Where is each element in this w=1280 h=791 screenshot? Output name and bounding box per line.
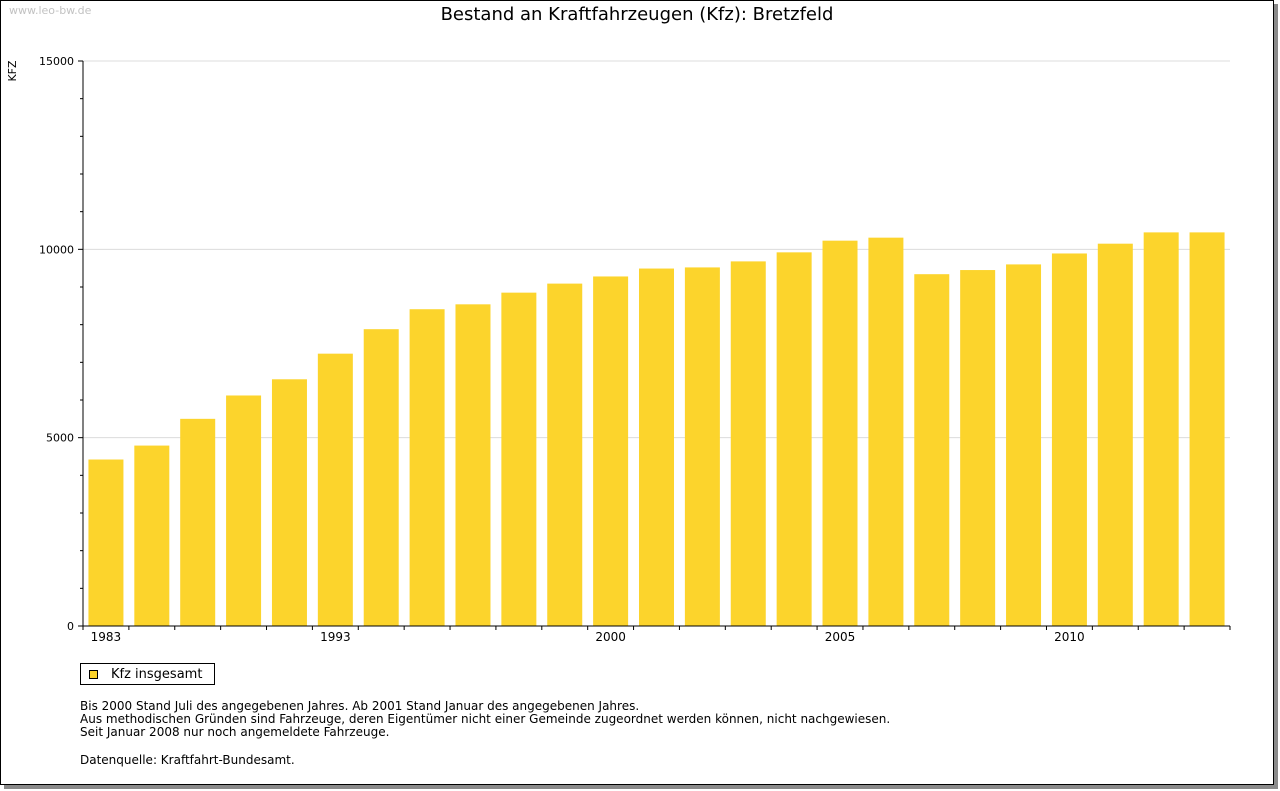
- bar: [593, 276, 629, 626]
- bar: [317, 353, 353, 626]
- legend-label: Kfz insgesamt: [111, 667, 203, 682]
- x-tick-label: 1983: [91, 630, 122, 644]
- x-tick-label: 1993: [320, 630, 351, 644]
- bar: [1051, 253, 1087, 626]
- bar: [776, 252, 812, 626]
- bar: [684, 267, 720, 626]
- bar: [134, 445, 170, 626]
- y-axis-label: KFZ: [6, 60, 19, 82]
- footnote-line: Bis 2000 Stand Juli des angegebenen Jahr…: [80, 699, 640, 713]
- bar: [960, 270, 996, 626]
- x-tick-label: 2005: [825, 630, 856, 644]
- bar: [271, 379, 307, 626]
- bar: [868, 237, 904, 626]
- x-tick-label: 2010: [1054, 630, 1085, 644]
- bar: [1189, 232, 1225, 626]
- watermark: www.leo-bw.de: [9, 4, 92, 17]
- footnote-line: Seit Januar 2008 nur noch angemeldete Fa…: [80, 725, 390, 739]
- bar-chart: Bestand an Kraftfahrzeugen (Kfz): Bretzf…: [6, 4, 1231, 644]
- bar: [547, 283, 583, 626]
- bar: [180, 418, 216, 626]
- bar: [1006, 264, 1042, 626]
- x-tick-labels: 1983 1993 2000 2005 2010: [91, 630, 1085, 644]
- y-tick-labels: 0 5000 10000 15000: [39, 55, 74, 633]
- bar: [88, 459, 124, 626]
- bar: [914, 274, 950, 626]
- data-source: Datenquelle: Kraftfahrt-Bundesamt.: [80, 753, 295, 767]
- bar: [822, 240, 858, 627]
- y-tick-label: 10000: [39, 243, 74, 256]
- bar: [409, 309, 445, 626]
- bar: [455, 304, 491, 626]
- footnote-line: Aus methodischen Gründen sind Fahrzeuge,…: [80, 712, 891, 726]
- y-tick-label: 15000: [39, 55, 74, 68]
- legend: Kfz insgesamt: [80, 663, 215, 685]
- bar: [639, 268, 674, 626]
- chart-title: Bestand an Kraftfahrzeugen (Kfz): Bretzf…: [441, 4, 834, 25]
- bar: [1097, 243, 1133, 626]
- bar: [730, 261, 766, 626]
- bars: [88, 232, 1225, 627]
- footnotes: Bis 2000 Stand Juli des angegebenen Jahr…: [80, 700, 890, 739]
- x-tick-label: 2000: [595, 630, 626, 644]
- legend-swatch: [89, 670, 98, 679]
- axes: [78, 60, 1231, 630]
- bar: [363, 329, 399, 626]
- bar: [226, 395, 262, 626]
- y-tick-label: 5000: [46, 432, 74, 445]
- bar: [501, 292, 537, 626]
- bar: [1143, 232, 1179, 626]
- y-tick-label: 0: [67, 620, 74, 633]
